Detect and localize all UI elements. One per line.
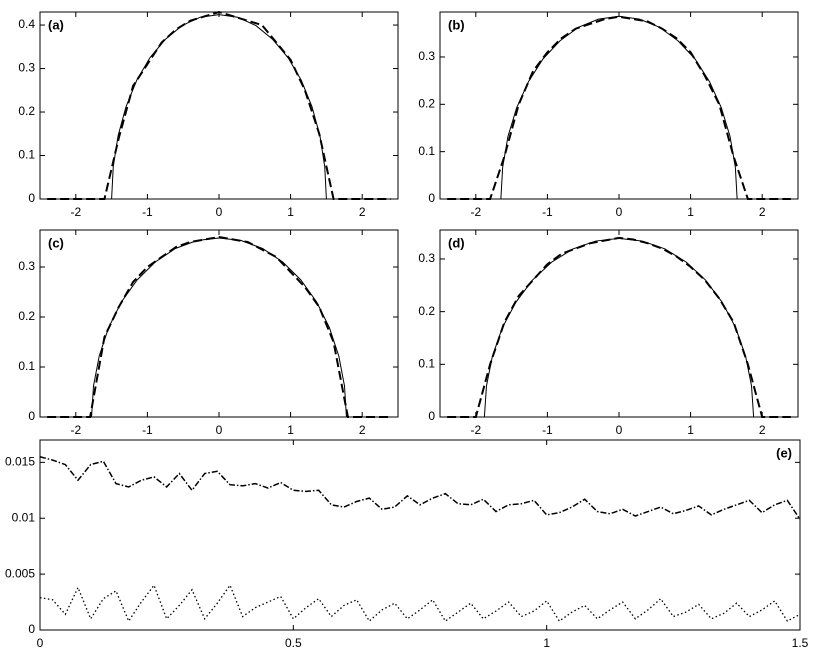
axes-frame bbox=[39, 439, 801, 631]
x-tick-label: 2 bbox=[759, 423, 766, 437]
y-tick-label: 0.005 bbox=[5, 566, 35, 580]
panel-label: (d) bbox=[448, 235, 465, 250]
x-tick-label: 1 bbox=[687, 205, 694, 219]
x-tick-label: -2 bbox=[70, 205, 81, 219]
panel-label: (c) bbox=[48, 235, 64, 250]
data-line bbox=[47, 10, 391, 200]
y-tick-label: 0.1 bbox=[18, 148, 35, 162]
x-tick-label: -2 bbox=[470, 423, 481, 437]
y-tick-label: 0.2 bbox=[18, 104, 35, 118]
x-tick-label: 1 bbox=[543, 636, 550, 650]
data-line bbox=[47, 235, 391, 418]
y-tick-label: 0.01 bbox=[12, 510, 36, 524]
x-tick-label: 2 bbox=[359, 205, 366, 219]
y-tick-label: 0.3 bbox=[18, 61, 35, 75]
data-line bbox=[447, 15, 791, 200]
y-tick-label: 0.2 bbox=[418, 96, 435, 110]
x-tick-label: 1 bbox=[687, 423, 694, 437]
x-tick-label: 2 bbox=[359, 423, 366, 437]
panel-label: (b) bbox=[448, 17, 465, 32]
panel-label: (e) bbox=[776, 445, 792, 460]
x-tick-label: -2 bbox=[470, 205, 481, 219]
y-tick-label: 0.2 bbox=[18, 309, 35, 323]
x-tick-label: -2 bbox=[70, 423, 81, 437]
y-tick-label: 0 bbox=[28, 409, 35, 423]
y-tick-label: 0.1 bbox=[18, 359, 35, 373]
panel-label: (a) bbox=[48, 17, 64, 32]
x-tick-label: 0 bbox=[616, 423, 623, 437]
data-line bbox=[500, 15, 738, 200]
x-tick-label: -1 bbox=[542, 205, 553, 219]
x-tick-label: 0 bbox=[216, 423, 223, 437]
y-tick-label: 0.2 bbox=[418, 304, 435, 318]
data-line bbox=[39, 456, 801, 520]
x-tick-label: 1 bbox=[287, 205, 294, 219]
x-tick-label: 2 bbox=[759, 205, 766, 219]
x-tick-label: -1 bbox=[142, 423, 153, 437]
data-line bbox=[447, 236, 791, 418]
axes-frame bbox=[439, 229, 799, 418]
y-tick-label: 0.3 bbox=[418, 49, 435, 63]
y-tick-label: 0.3 bbox=[18, 259, 35, 273]
axes-frame bbox=[439, 11, 799, 200]
x-tick-label: 0 bbox=[37, 636, 44, 650]
y-tick-label: 0 bbox=[428, 409, 435, 423]
data-line bbox=[483, 237, 755, 418]
y-tick-label: 0.4 bbox=[18, 17, 35, 31]
x-tick-label: -1 bbox=[142, 205, 153, 219]
data-line bbox=[111, 14, 327, 200]
x-tick-label: 0 bbox=[216, 205, 223, 219]
y-tick-label: 0.015 bbox=[5, 455, 35, 469]
axes-frame bbox=[39, 11, 399, 200]
data-line bbox=[91, 237, 347, 418]
y-tick-label: 0 bbox=[28, 622, 35, 636]
x-tick-label: 1.5 bbox=[792, 636, 809, 650]
y-tick-label: 0.3 bbox=[418, 251, 435, 265]
x-tick-label: 1 bbox=[287, 423, 294, 437]
x-tick-label: 0 bbox=[616, 205, 623, 219]
y-tick-label: 0.1 bbox=[418, 356, 435, 370]
x-tick-label: -1 bbox=[542, 423, 553, 437]
data-line bbox=[39, 583, 801, 623]
x-tick-label: 0.5 bbox=[285, 636, 302, 650]
y-tick-label: 0 bbox=[28, 191, 35, 205]
y-tick-label: 0 bbox=[428, 191, 435, 205]
y-tick-label: 0.1 bbox=[418, 144, 435, 158]
